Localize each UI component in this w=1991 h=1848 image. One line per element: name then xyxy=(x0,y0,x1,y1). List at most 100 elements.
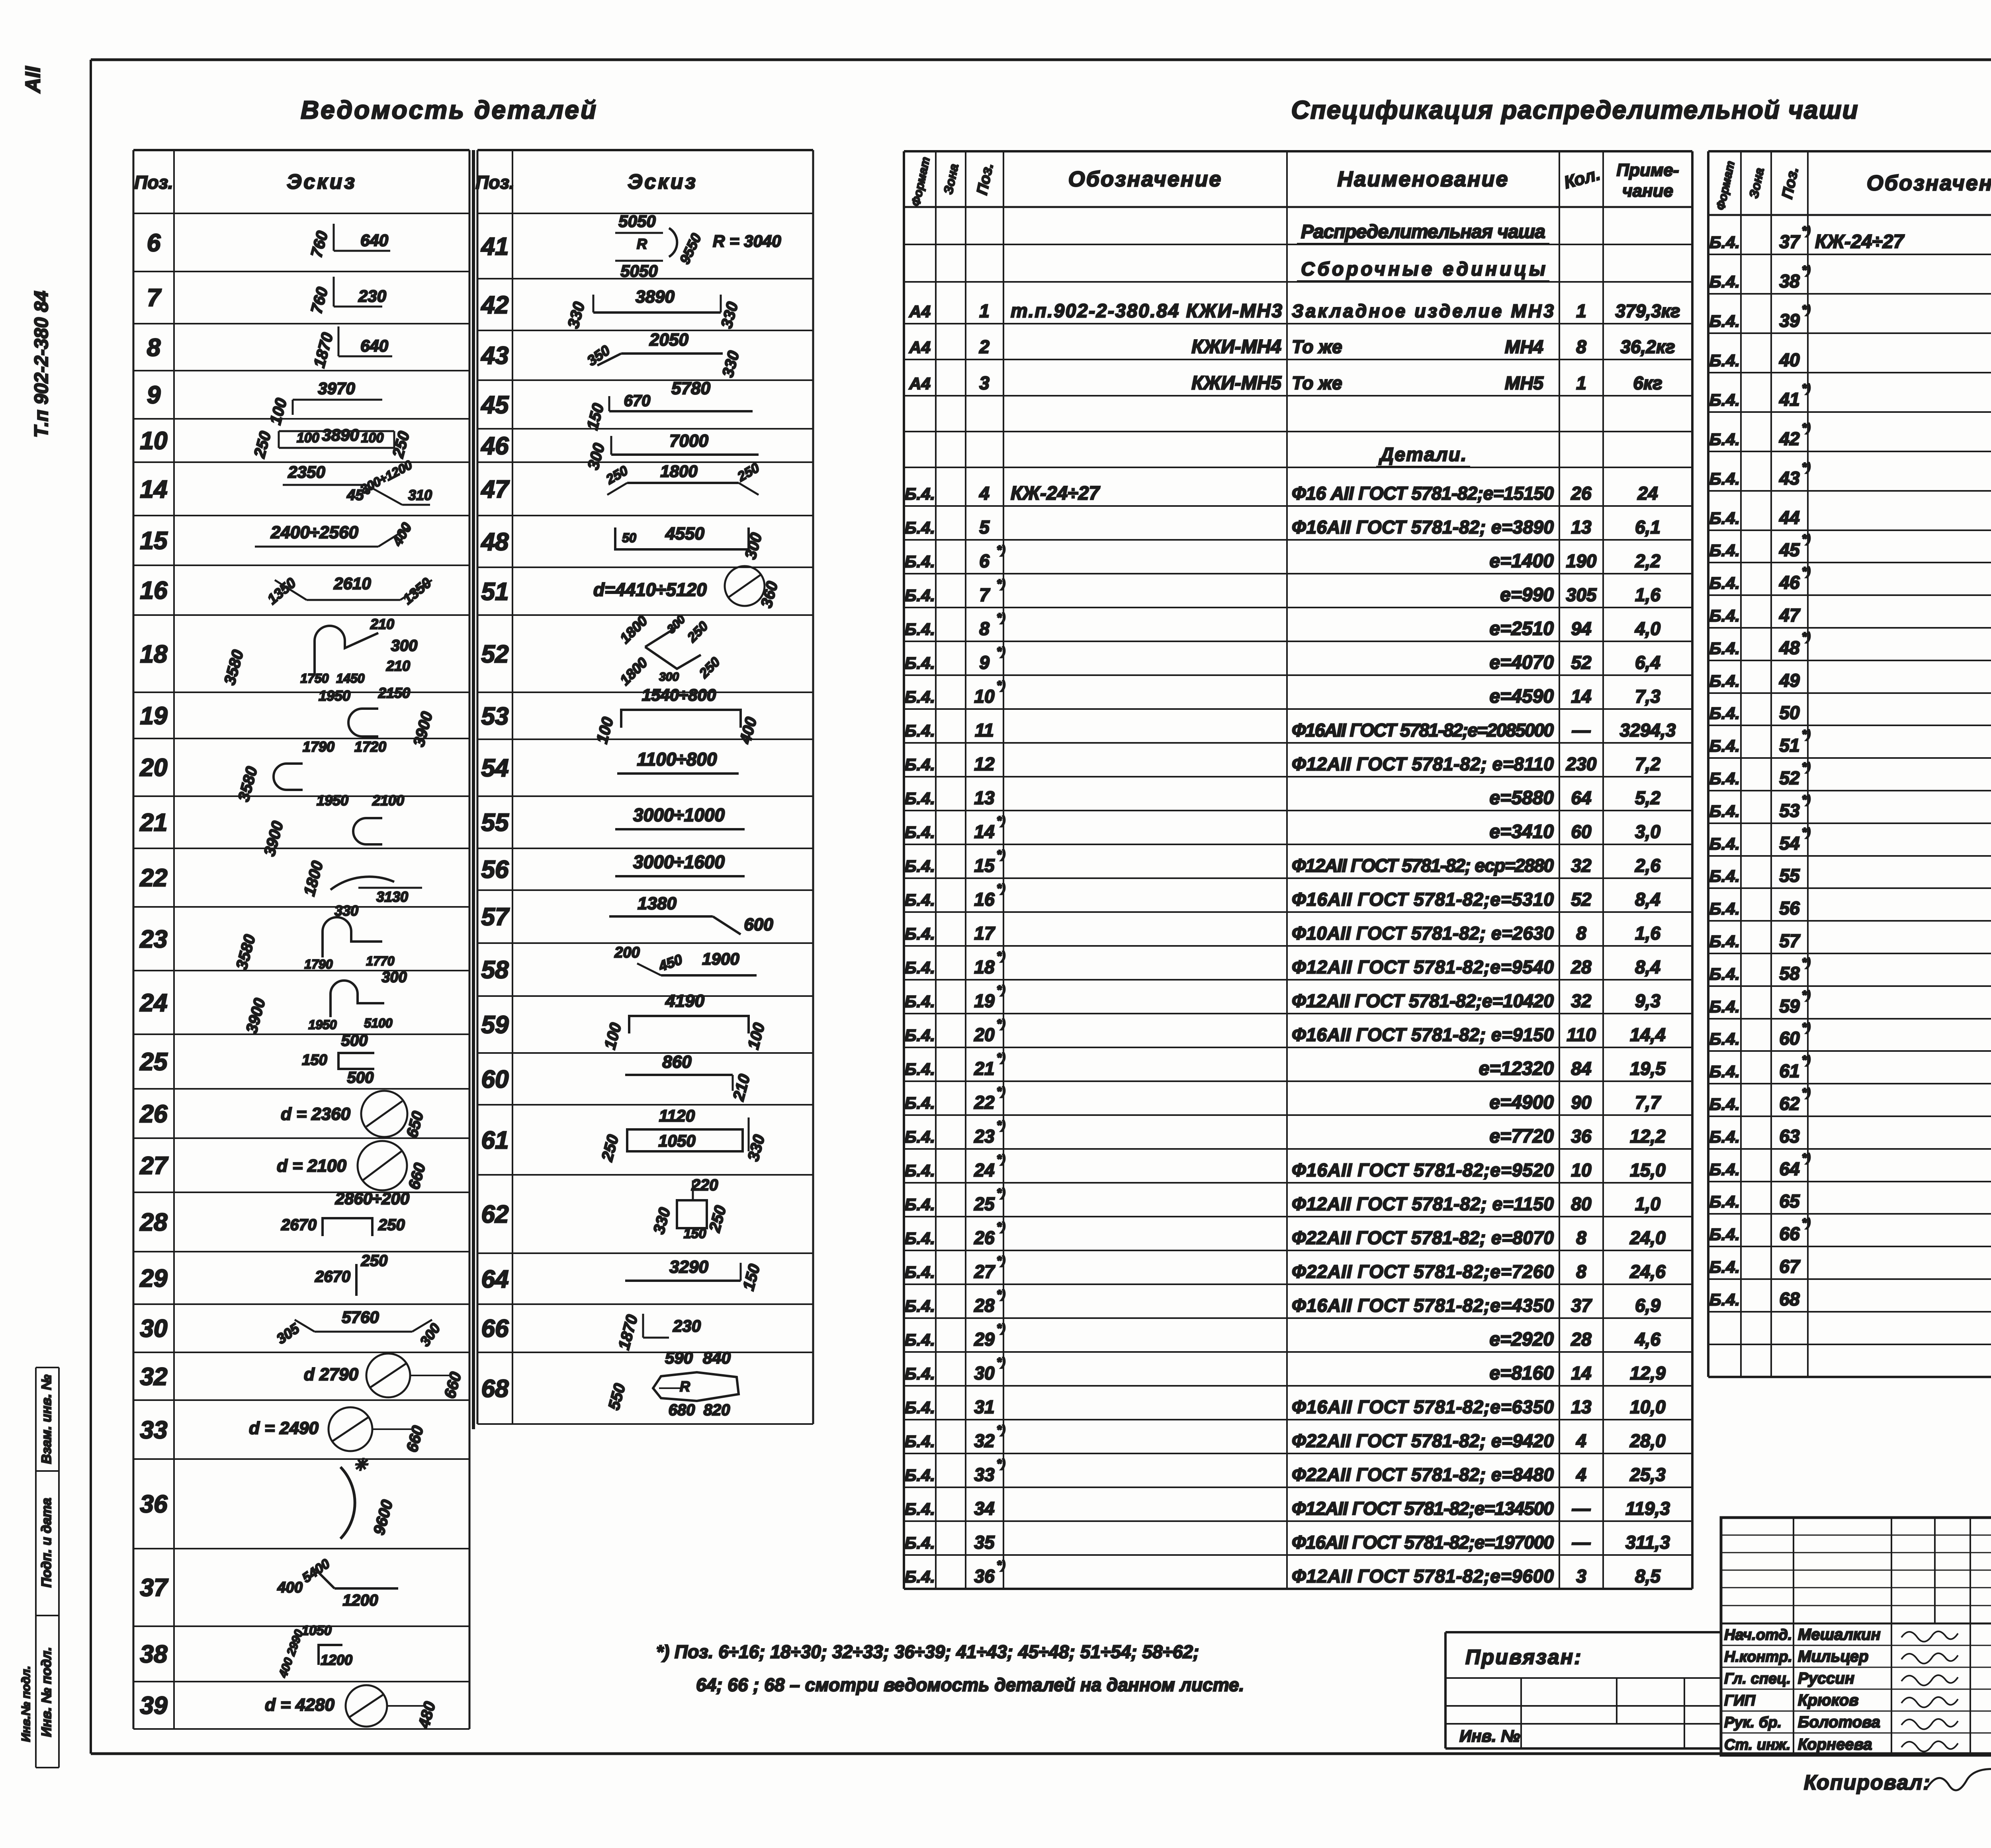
svg-text:64: 64 xyxy=(1779,1158,1799,1179)
svg-text:450: 450 xyxy=(656,951,685,975)
svg-text:54: 54 xyxy=(481,754,509,782)
svg-text:Эскиз: Эскиз xyxy=(628,170,698,193)
svg-text:Б.4.: Б.4. xyxy=(905,586,935,605)
svg-text:3294,3: 3294,3 xyxy=(1620,720,1676,740)
svg-text:1450: 1450 xyxy=(336,671,364,686)
svg-text:Ф16АII ГОСТ 5781-82; е=3890: Ф16АII ГОСТ 5781-82; е=3890 xyxy=(1292,517,1554,537)
svg-text:Поз.: Поз. xyxy=(134,172,173,193)
svg-text:*): *) xyxy=(997,1322,1005,1335)
svg-text:*): *) xyxy=(1802,1021,1811,1034)
svg-text:Б.4.: Б.4. xyxy=(1709,736,1740,755)
svg-text:230: 230 xyxy=(673,1317,701,1335)
svg-text:3: 3 xyxy=(1576,1566,1586,1586)
svg-text:6,9: 6,9 xyxy=(1635,1295,1660,1316)
svg-text:38: 38 xyxy=(140,1641,168,1668)
svg-text:9,3: 9,3 xyxy=(1635,990,1660,1011)
svg-text:Б.4.: Б.4. xyxy=(1709,606,1740,625)
svg-text:ГИП: ГИП xyxy=(1724,1692,1756,1709)
svg-text:230: 230 xyxy=(358,287,386,305)
svg-text:*): *) xyxy=(1802,1216,1811,1229)
svg-text:10,0: 10,0 xyxy=(1630,1397,1666,1417)
svg-text:Наименование: Наименование xyxy=(1337,167,1509,191)
svg-text:150: 150 xyxy=(302,1052,327,1069)
svg-text:*): *) xyxy=(1802,303,1811,316)
svg-text:Б.4.: Б.4. xyxy=(905,1500,935,1518)
svg-text:*): *) xyxy=(997,645,1005,658)
svg-text:60: 60 xyxy=(481,1066,509,1093)
svg-text:9: 9 xyxy=(147,381,161,409)
svg-text:400: 400 xyxy=(277,1579,303,1596)
svg-text:е=4590: е=4590 xyxy=(1489,686,1554,707)
svg-text:Б.4.: Б.4. xyxy=(905,1094,935,1112)
svg-text:33: 33 xyxy=(974,1464,995,1485)
svg-text:1: 1 xyxy=(1576,301,1586,321)
svg-text:Ф22АII ГОСТ 5781-82; е=8480: Ф22АII ГОСТ 5781-82; е=8480 xyxy=(1292,1464,1554,1485)
svg-text:Ф16АII ГОСТ 5781-82;е=2085000: Ф16АII ГОСТ 5781-82;е=2085000 xyxy=(1292,720,1554,740)
svg-text:Б.4.: Б.4. xyxy=(1709,769,1740,788)
svg-text:R = 3040: R = 3040 xyxy=(713,232,781,250)
svg-text:Б.4.: Б.4. xyxy=(1709,312,1740,330)
svg-text:250: 250 xyxy=(696,654,723,682)
svg-text:*): *) xyxy=(997,1153,1005,1166)
svg-text:210: 210 xyxy=(386,658,410,674)
svg-text:12: 12 xyxy=(974,754,995,774)
svg-text:4190: 4190 xyxy=(665,991,704,1011)
svg-text:24: 24 xyxy=(974,1160,994,1180)
svg-text:Спецификация распределительно: Спецификация распределительной чаши xyxy=(1291,96,1858,124)
svg-text:1800: 1800 xyxy=(660,462,697,481)
svg-text:Б.4.: Б.4. xyxy=(1709,965,1740,983)
svg-text:60: 60 xyxy=(1571,821,1592,842)
svg-text:*) Поз. 6÷16; 18÷30; 32÷33; 36: *) Поз. 6÷16; 18÷30; 32÷33; 36÷39; 41÷43… xyxy=(656,1641,1199,1662)
svg-text:Ф16АII ГОСТ 5781-82;е=6350: Ф16АII ГОСТ 5781-82;е=6350 xyxy=(1292,1397,1554,1417)
svg-text:27: 27 xyxy=(140,1152,168,1180)
svg-text:40: 40 xyxy=(1779,350,1800,370)
svg-text:Привязан:: Привязан: xyxy=(1465,1646,1582,1669)
svg-text:5100: 5100 xyxy=(364,1016,392,1030)
svg-text:220: 220 xyxy=(691,1176,718,1194)
svg-text:32: 32 xyxy=(1571,990,1592,1011)
svg-text:d = 2100: d = 2100 xyxy=(277,1156,346,1176)
svg-text:*): *) xyxy=(997,1288,1005,1301)
svg-text:Ф22АII ГОСТ 5781-82;е=7260: Ф22АII ГОСТ 5781-82;е=7260 xyxy=(1292,1261,1554,1282)
svg-text:36: 36 xyxy=(140,1491,168,1518)
svg-text:2670: 2670 xyxy=(315,1268,350,1285)
svg-text:R: R xyxy=(637,236,647,252)
svg-text:*): *) xyxy=(1802,988,1811,1002)
svg-text:8: 8 xyxy=(1576,336,1586,357)
svg-text:45: 45 xyxy=(481,391,509,419)
svg-text:*): *) xyxy=(1802,532,1811,545)
svg-text:400: 400 xyxy=(389,520,415,549)
svg-text:Инв. № подл.: Инв. № подл. xyxy=(39,1647,54,1737)
svg-text:Б.4.: Б.4. xyxy=(1709,469,1740,488)
svg-text:1200: 1200 xyxy=(321,1652,352,1668)
svg-text:550: 550 xyxy=(605,1382,629,1412)
svg-text:Б.4.: Б.4. xyxy=(1709,1062,1740,1081)
svg-text:305: 305 xyxy=(1566,584,1597,605)
svg-text:1750: 1750 xyxy=(300,671,329,686)
svg-text:500: 500 xyxy=(347,1069,374,1086)
svg-text:2: 2 xyxy=(979,336,990,357)
svg-text:66: 66 xyxy=(481,1315,509,1342)
svg-text:16: 16 xyxy=(974,889,995,910)
svg-text:3890: 3890 xyxy=(322,426,359,444)
svg-text:300: 300 xyxy=(417,1320,444,1349)
svg-text:8,4: 8,4 xyxy=(1635,957,1660,977)
svg-text:*): *) xyxy=(997,882,1005,895)
svg-text:28,0: 28,0 xyxy=(1629,1430,1666,1451)
svg-text:18: 18 xyxy=(140,641,168,668)
svg-text:3130: 3130 xyxy=(376,889,408,905)
svg-text:е=7720: е=7720 xyxy=(1489,1126,1554,1147)
svg-text:379,3кг: 379,3кг xyxy=(1615,301,1680,321)
svg-text:150: 150 xyxy=(684,1226,706,1241)
svg-text:Взам. инв. №: Взам. инв. № xyxy=(39,1375,54,1464)
svg-text:КЖИ-МН4: КЖИ-МН4 xyxy=(1191,336,1281,357)
svg-text:Н.контр.: Н.контр. xyxy=(1724,1649,1792,1665)
svg-text:Ф12АII ГОСТ 5781-82; еср=2880: Ф12АII ГОСТ 5781-82; еср=2880 xyxy=(1292,855,1554,876)
svg-text:Б.4.: Б.4. xyxy=(905,891,935,909)
svg-text:*): *) xyxy=(997,848,1005,861)
svg-text:37: 37 xyxy=(140,1574,168,1602)
svg-text:4,6: 4,6 xyxy=(1635,1329,1660,1350)
svg-text:*): *) xyxy=(997,679,1005,692)
svg-text:d = 2490: d = 2490 xyxy=(249,1418,319,1438)
svg-text:2400÷2560: 2400÷2560 xyxy=(270,523,358,542)
